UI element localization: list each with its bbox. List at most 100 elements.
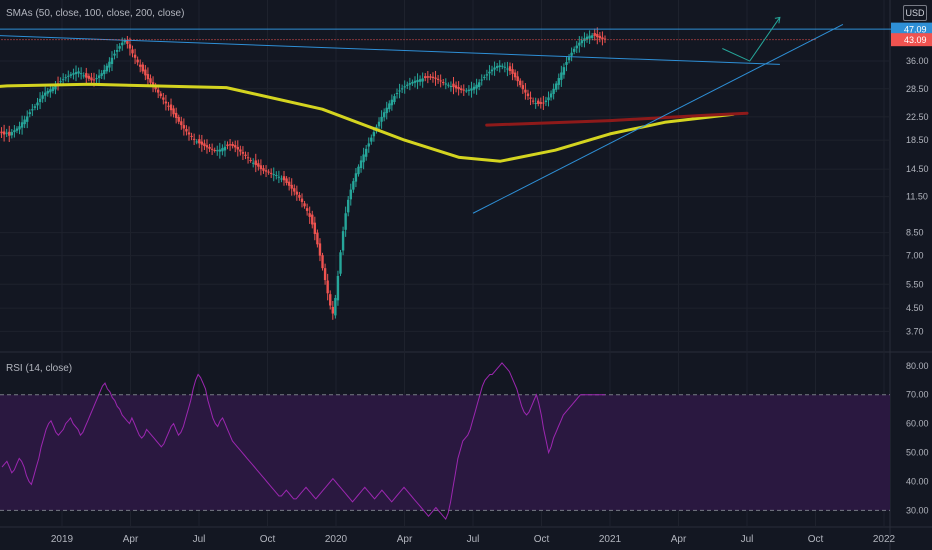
candle-body [585, 36, 589, 40]
candle-body [159, 93, 162, 97]
candle-body [542, 102, 545, 104]
candle-body [352, 181, 355, 190]
candle-body [364, 148, 368, 157]
candle-body [467, 89, 471, 91]
candle-body [439, 80, 442, 82]
y-tick-label: 8.50 [906, 228, 924, 238]
candle-body [477, 82, 481, 88]
candle-body [334, 298, 337, 316]
candle-body [449, 85, 453, 88]
candle-body [241, 152, 245, 154]
candle-body [552, 88, 555, 94]
rsi-tick-label: 40.00 [906, 477, 929, 487]
candle-body [82, 75, 85, 77]
candle-body [336, 275, 340, 301]
candle-body [293, 188, 296, 192]
candle-body [41, 95, 44, 99]
candle-body [400, 88, 404, 90]
candle-body [110, 57, 114, 65]
candle-body [31, 109, 34, 111]
candle-body [513, 72, 517, 78]
candle-body [118, 46, 121, 49]
candle-body [123, 40, 127, 43]
candle-body [26, 116, 29, 122]
candle-body [151, 82, 155, 86]
candle-body [565, 62, 568, 65]
candle-body [69, 74, 73, 76]
candle-body [139, 64, 142, 67]
candle-body [190, 135, 193, 137]
candle-body [113, 53, 116, 56]
candle-body [234, 145, 237, 148]
sma-legend: SMAs (50, close, 100, close, 200, close) [6, 8, 185, 19]
candle-body [180, 121, 183, 126]
candle-body [326, 280, 329, 294]
y-tick-label: 18.50 [906, 135, 929, 145]
candle-body [308, 213, 311, 217]
candle-body [182, 125, 186, 129]
candle-body [136, 59, 139, 63]
candle-body [341, 231, 345, 251]
candle-body [560, 72, 563, 80]
candle-body [61, 79, 65, 81]
candle-body [316, 232, 319, 245]
candle-body [133, 54, 137, 58]
candle-body [10, 132, 14, 136]
candle-body [370, 137, 373, 142]
candle-body [434, 77, 437, 79]
candle-body [390, 99, 394, 106]
candle-body [46, 90, 49, 94]
candle-body [516, 76, 519, 82]
candle-body [544, 100, 548, 103]
candle-body [156, 89, 160, 93]
candle-body [303, 203, 306, 207]
candle-body [246, 157, 250, 159]
candle-body [357, 166, 360, 175]
candle-body [167, 105, 170, 107]
candle-body [162, 97, 165, 100]
price-badge [891, 22, 932, 36]
candle-body [203, 143, 206, 147]
candle-body [603, 38, 607, 40]
candle-body [567, 57, 571, 61]
candle-body [15, 128, 19, 131]
candle-body [108, 61, 111, 68]
candle-body [85, 73, 88, 78]
candle-body [38, 98, 42, 103]
candle-body [344, 213, 347, 230]
candle-body [239, 149, 242, 152]
y-tick-label: 14.50 [906, 164, 929, 174]
candle-body [570, 52, 573, 56]
candle-body [141, 64, 144, 72]
candle-body [377, 121, 381, 127]
candle-body [23, 119, 26, 125]
candle-body [295, 191, 299, 195]
time-axis: 2019 Apr Jul Oct 2020 Apr Jul Oct 2021 Apr Jul Oct 2… [51, 534, 896, 545]
candle-body [244, 154, 247, 156]
candle-body [195, 141, 198, 143]
candle-body [598, 35, 602, 39]
candle-body [495, 66, 499, 68]
candle-body [431, 76, 435, 79]
candle-body [249, 159, 252, 161]
y-tick-label: 3.70 [906, 326, 924, 336]
candle-body [2, 131, 6, 135]
candle-body [100, 73, 103, 76]
sma-100-line [485, 111, 749, 127]
x-tick-label: 2022 [873, 534, 896, 545]
candle-body [20, 122, 24, 128]
sma-200-line [0, 82, 735, 163]
candle-body [488, 71, 491, 74]
candle-body [490, 69, 494, 72]
trendline [472, 23, 844, 214]
candle-body [280, 178, 283, 180]
candle-body [524, 89, 527, 93]
x-tick-label: Jul [193, 534, 206, 545]
candle-body [411, 81, 414, 84]
currency-badge[interactable]: USD [903, 5, 927, 21]
rsi-band [0, 394, 890, 511]
candle-body [236, 146, 239, 150]
candle-body [213, 149, 216, 151]
y-tick-label: 7.00 [906, 251, 924, 261]
